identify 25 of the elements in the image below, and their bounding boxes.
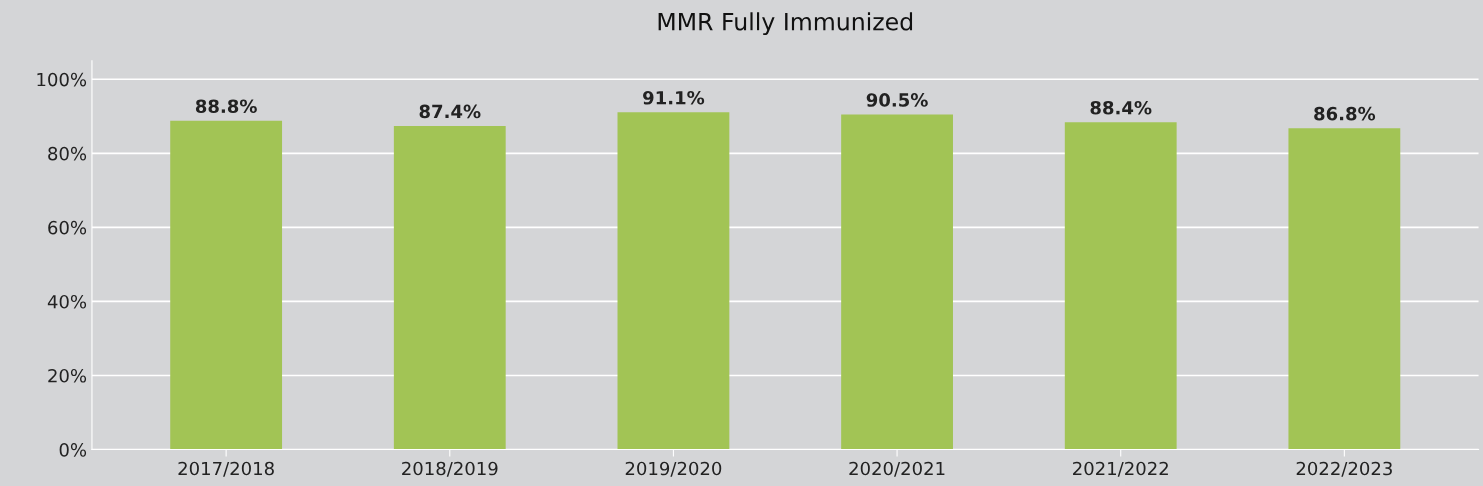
x-tick-label: 2021/2022 — [1073, 461, 1168, 477]
data-label: 86.8% — [1314, 106, 1376, 121]
data-label: 88.4% — [1090, 100, 1152, 115]
y-tick-label: 40% — [47, 294, 87, 309]
x-tick-label: 2019/2020 — [625, 461, 722, 477]
x-tick-label: 2017/2018 — [178, 461, 274, 477]
x-tick-label: 2022/2023 — [1296, 461, 1392, 477]
bar — [841, 114, 953, 450]
x-tick-label: 2018/2019 — [402, 461, 498, 477]
bar — [393, 125, 506, 450]
y-tick-label: 60% — [48, 220, 87, 235]
y-tick-label: 80% — [48, 146, 87, 161]
y-tick-label: 0% — [59, 443, 87, 457]
data-label: 91.1% — [643, 90, 705, 105]
bar — [1288, 128, 1401, 450]
data-label: 87.4% — [419, 104, 481, 119]
y-tick-label: 100% — [37, 72, 87, 87]
bar — [170, 120, 283, 450]
bar — [617, 112, 730, 450]
chart-title: MMR Fully Immunized — [658, 12, 913, 36]
bar — [1064, 122, 1177, 450]
y-tick-label: 20% — [48, 368, 87, 383]
x-tick-label: 2020/2021 — [849, 461, 945, 477]
data-label: 88.8% — [195, 99, 257, 114]
data-label: 90.5% — [866, 93, 928, 107]
